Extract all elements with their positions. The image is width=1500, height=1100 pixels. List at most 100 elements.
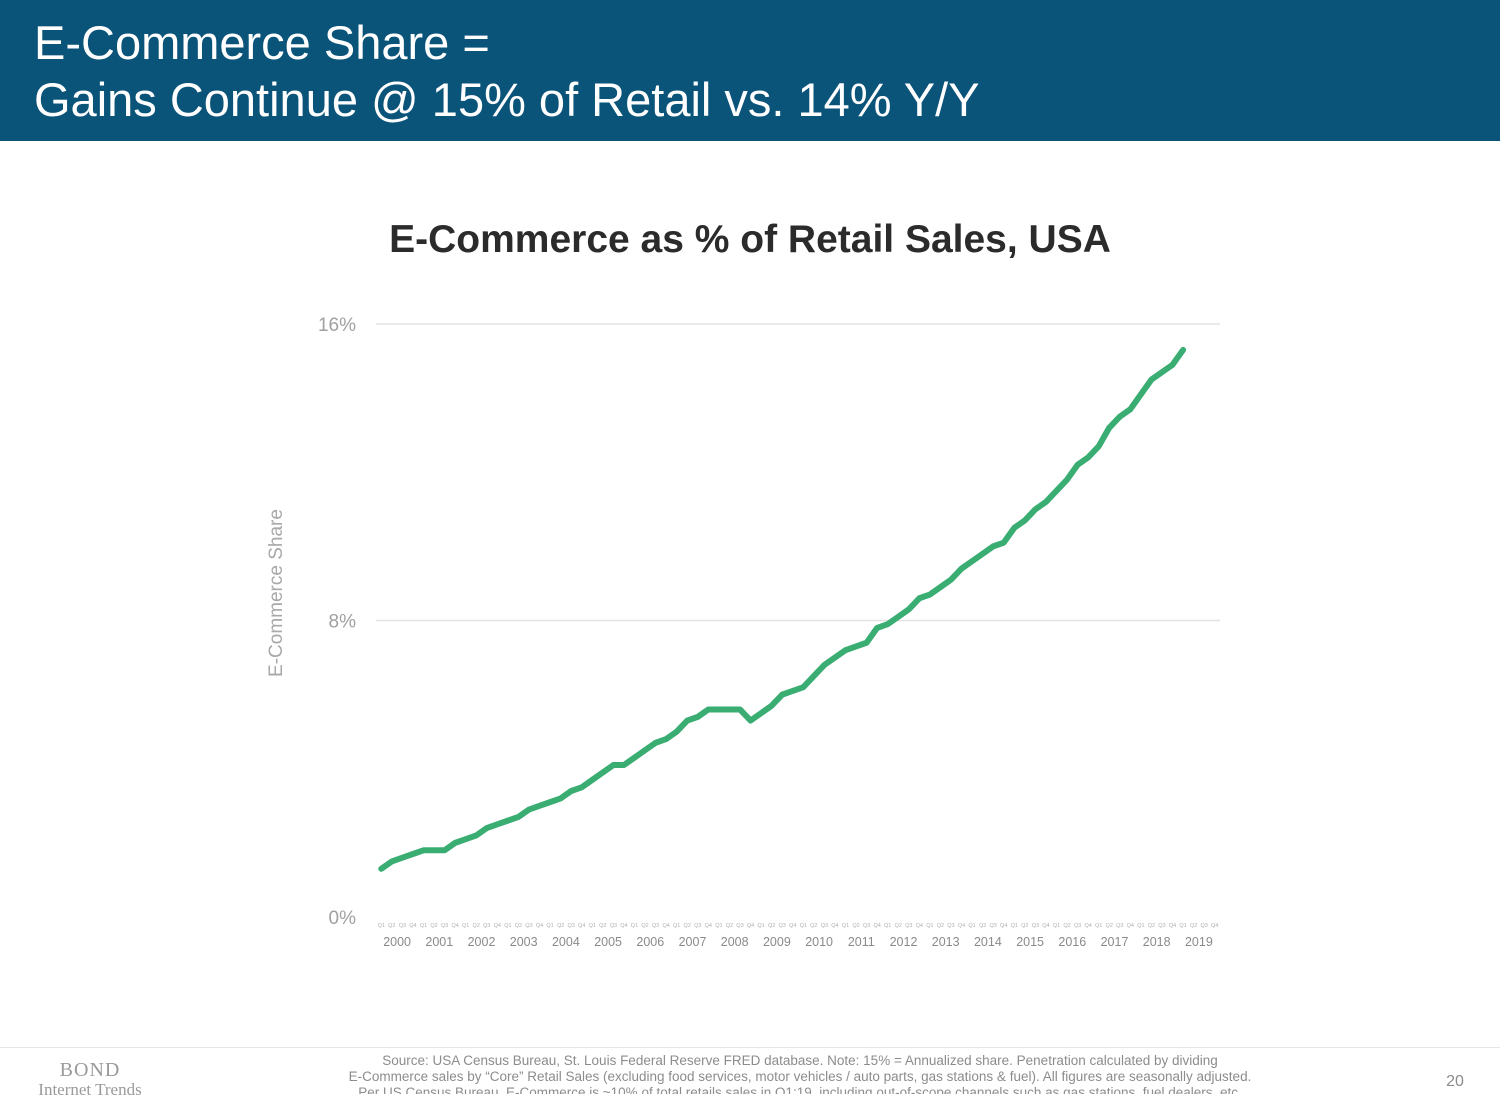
- header-title-line-2: Gains Continue @ 15% of Retail vs. 14% Y…: [34, 73, 980, 126]
- x-quarter-label: Q4: [494, 923, 501, 929]
- x-year-label: 2012: [890, 935, 918, 949]
- x-quarter-label: Q2: [473, 923, 480, 929]
- x-quarter-label: Q3: [905, 923, 912, 929]
- x-quarter-label: Q3: [1201, 923, 1208, 929]
- y-tick-label: 0%: [329, 908, 357, 929]
- series-line-ecommerce-share: [378, 346, 1187, 872]
- x-quarter-label: Q3: [694, 923, 701, 929]
- x-quarter-label: Q4: [705, 923, 712, 929]
- x-year-label: 2011: [848, 935, 875, 949]
- x-quarter-label: Q1: [1011, 923, 1018, 929]
- x-quarter-label: Q3: [652, 923, 659, 929]
- x-quarter-label: Q2: [1021, 923, 1028, 929]
- x-quarter-label: Q2: [895, 923, 902, 929]
- y-tick-label: 16%: [318, 315, 356, 336]
- x-quarter-label: Q3: [1158, 923, 1165, 929]
- x-quarter-label: Q3: [736, 923, 743, 929]
- x-quarter-label: Q1: [715, 923, 722, 929]
- x-quarter-label: Q2: [388, 923, 395, 929]
- x-quarter-label: Q3: [863, 923, 870, 929]
- x-quarter-label: Q2: [599, 923, 606, 929]
- x-year-label: 2017: [1101, 935, 1129, 949]
- x-quarter-label: Q2: [979, 923, 986, 929]
- x-year-label: 2007: [679, 935, 707, 949]
- x-quarter-label: Q3: [610, 923, 617, 929]
- x-year-label: 2010: [805, 935, 833, 949]
- x-quarter-label: Q2: [810, 923, 817, 929]
- x-quarter-label: Q2: [684, 923, 691, 929]
- x-quarter-label: Q2: [1148, 923, 1155, 929]
- x-year-label: 2016: [1058, 935, 1086, 949]
- header-title-line-1: E-Commerce Share =: [34, 16, 490, 69]
- y-axis-label: E-Commerce Share: [266, 509, 287, 677]
- source-note: Source: USA Census Bureau, St. Louis Fed…: [300, 1053, 1300, 1094]
- x-quarter-label: Q2: [768, 923, 775, 929]
- x-quarter-label: Q1: [546, 923, 553, 929]
- x-quarter-label: Q2: [430, 923, 437, 929]
- brand-logo-line-1: BOND: [59, 1059, 121, 1081]
- x-quarter-label: Q1: [673, 923, 680, 929]
- source-note-line-1: Source: USA Census Bureau, St. Louis Fed…: [382, 1053, 1218, 1068]
- x-year-label: 2003: [510, 935, 538, 949]
- x-quarter-label: Q1: [842, 923, 849, 929]
- x-quarter-label: Q2: [726, 923, 733, 929]
- x-year-label: 2004: [552, 935, 580, 949]
- footer-divider: [0, 1047, 1500, 1048]
- x-quarter-label: Q2: [1106, 923, 1113, 929]
- chart-title: E-Commerce as % of Retail Sales, USA: [389, 218, 1111, 261]
- x-quarter-label: Q2: [1190, 923, 1197, 929]
- x-quarter-label: Q2: [852, 923, 859, 929]
- x-quarter-label: Q2: [557, 923, 564, 929]
- x-quarter-label: Q2: [641, 923, 648, 929]
- x-quarter-label: Q3: [821, 923, 828, 929]
- x-axis-quarter-labels: Q1 Q2 Q3 Q4 Q1 Q2 Q3 Q4 Q1 Q2 Q3 Q4 Q1 Q2 Q3 Q4 Q1 Q2 Q3 Q4…: [378, 923, 1219, 929]
- x-year-label: 2015: [1016, 935, 1044, 949]
- x-year-label: 2001: [425, 935, 453, 949]
- x-quarter-label: Q4: [958, 923, 965, 929]
- y-tick-label: 8%: [329, 612, 357, 633]
- x-quarter-label: Q4: [1169, 923, 1176, 929]
- x-quarter-label: Q4: [831, 923, 838, 929]
- x-quarter-label: Q1: [1137, 923, 1144, 929]
- x-quarter-label: Q1: [462, 923, 469, 929]
- x-quarter-label: Q3: [525, 923, 532, 929]
- x-quarter-label: Q1: [420, 923, 427, 929]
- x-quarter-label: Q3: [1074, 923, 1081, 929]
- x-axis-year-labels: 2000 2001 2002 2003 2004 2005 2006 2007 2008 2009…: [383, 935, 1213, 949]
- x-quarter-label: Q4: [578, 923, 585, 929]
- x-quarter-label: Q3: [568, 923, 575, 929]
- x-year-label: 2019: [1185, 935, 1213, 949]
- x-quarter-label: Q1: [504, 923, 511, 929]
- x-quarter-label: Q2: [515, 923, 522, 929]
- x-quarter-label: Q4: [1000, 923, 1007, 929]
- grid-lines: [376, 323, 1220, 622]
- x-quarter-label: Q1: [378, 923, 385, 929]
- x-quarter-label: Q4: [1042, 923, 1049, 929]
- source-note-line-2: E-Commerce sales by “Core” Retail Sales …: [348, 1069, 1252, 1084]
- x-quarter-label: Q3: [483, 923, 490, 929]
- page-number: 20: [1446, 1073, 1464, 1090]
- x-quarter-label: Q3: [1032, 923, 1039, 929]
- x-quarter-label: Q1: [589, 923, 596, 929]
- x-quarter-label: Q4: [1084, 923, 1091, 929]
- x-year-label: 2000: [383, 935, 411, 949]
- x-quarter-label: Q4: [789, 923, 796, 929]
- x-year-label: 2013: [932, 935, 960, 949]
- x-year-label: 2005: [594, 935, 622, 949]
- x-year-label: 2008: [721, 935, 749, 949]
- x-quarter-label: Q3: [1116, 923, 1123, 929]
- x-year-label: 2009: [763, 935, 791, 949]
- x-quarter-label: Q1: [1095, 923, 1102, 929]
- source-note-line-3: Per US Census Bureau, E-Commerce is ~10%…: [358, 1085, 1242, 1094]
- brand-logo-line-2: Internet Trends: [38, 1080, 142, 1099]
- x-year-label: 2006: [636, 935, 664, 949]
- x-quarter-label: Q4: [1127, 923, 1134, 929]
- x-quarter-label: Q3: [990, 923, 997, 929]
- header-banner: E-Commerce Share = Gains Continue @ 15% …: [0, 0, 1500, 141]
- x-quarter-label: Q3: [779, 923, 786, 929]
- y-axis-tick-labels: 0% 8% 16%: [318, 315, 356, 929]
- x-quarter-label: Q1: [1053, 923, 1060, 929]
- x-quarter-label: Q3: [441, 923, 448, 929]
- x-quarter-label: Q4: [662, 923, 669, 929]
- x-quarter-label: Q2: [1063, 923, 1070, 929]
